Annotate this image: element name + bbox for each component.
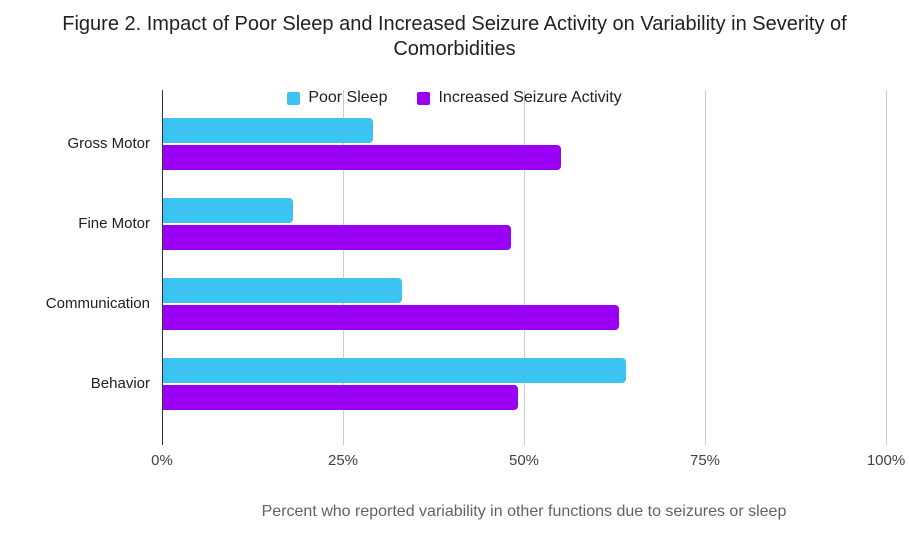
gridline-25	[343, 90, 344, 445]
legend-swatch-poor-sleep	[287, 91, 301, 105]
legend-label-poor-sleep: Poor Sleep	[308, 89, 388, 106]
x-tick-label-75: 75%	[689, 452, 721, 469]
category-axis: Gross Motor Fine Motor Communication Behavi…	[0, 90, 150, 445]
gridline-75	[705, 90, 706, 445]
bar-behavior-poor-sleep	[163, 358, 626, 383]
bar-fine-motor-increased-seizure-activity	[163, 225, 511, 250]
category-label-behavior: Behavior	[90, 375, 150, 392]
gridline-50	[524, 90, 525, 445]
x-tick-label-100: 100%	[866, 452, 906, 469]
bar-communication-poor-sleep	[163, 278, 402, 303]
legend-item-poor-sleep: Poor Sleep	[287, 89, 387, 107]
bar-fine-motor-poor-sleep	[163, 198, 293, 223]
legend-swatch-seizure-activity	[417, 91, 431, 105]
bar-behavior-increased-seizure-activity	[163, 385, 518, 410]
chart-title: Figure 2. Impact of Poor Sleep and Incre…	[62, 13, 847, 60]
plot-area: 0% 25% 50% 75% 100%	[151, 90, 905, 469]
value-axis-baseline	[162, 90, 163, 445]
x-tick-label-50: 50%	[508, 452, 540, 469]
bar-gross-motor-increased-seizure-activity	[163, 145, 561, 170]
x-axis-title: Percent who reported variability in othe…	[261, 503, 787, 520]
category-label-communication: Communication	[45, 295, 150, 312]
category-label-gross-motor: Gross Motor	[67, 135, 150, 152]
legend-item-seizure-activity: Increased Seizure Activity	[417, 89, 622, 107]
bar-communication-increased-seizure-activity	[163, 305, 619, 330]
x-tick-label-0: 0%	[151, 452, 173, 469]
category-label-fine-motor: Fine Motor	[78, 215, 150, 232]
gridline-100	[886, 90, 887, 445]
x-tick-label-25: 25%	[327, 452, 359, 469]
legend: Poor Sleep Increased Seizure Activity	[0, 89, 909, 107]
legend-label-seizure-activity: Increased Seizure Activity	[438, 89, 622, 106]
bar-gross-motor-poor-sleep	[163, 118, 373, 143]
